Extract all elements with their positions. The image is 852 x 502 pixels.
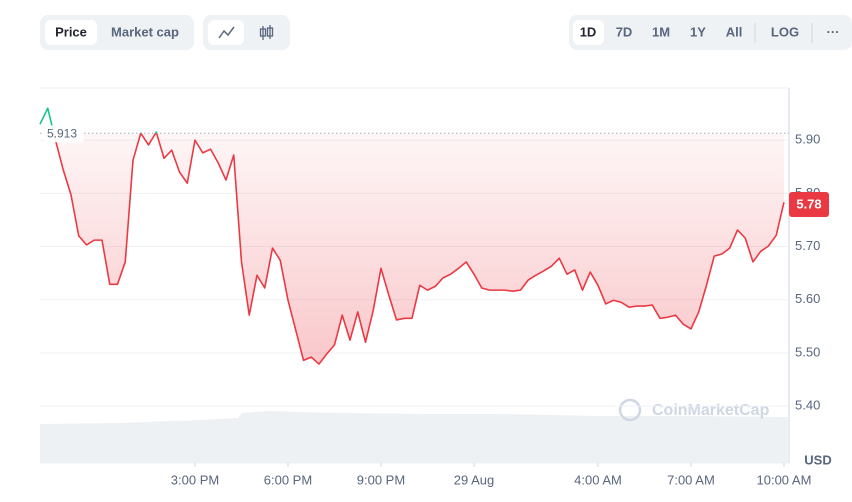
range-1d[interactable]: 1D [580, 24, 597, 39]
x-tick-label: 7:00 AM [667, 472, 715, 487]
price-line [52, 133, 785, 365]
currency-label: USD [804, 452, 831, 467]
watermark-logo [618, 398, 642, 422]
range-1y[interactable]: 1Y [690, 24, 706, 39]
tab-selected[interactable] [45, 20, 97, 45]
y-tick-label: 5.60 [795, 291, 820, 306]
watermark: CoinMarketCap [652, 402, 770, 419]
range-1m[interactable]: 1M [652, 24, 670, 39]
x-tick-label: 29 Aug [454, 472, 495, 487]
y-tick-label: 5.90 [795, 132, 820, 147]
range-group [569, 15, 852, 50]
log-toggle[interactable]: LOG [771, 24, 799, 39]
more-button[interactable]: ··· [827, 24, 840, 39]
tab-price[interactable]: Price [55, 24, 87, 39]
reference-label-bg [44, 125, 84, 143]
current-price-label: 5.78 [796, 196, 821, 211]
y-tick-label: 5.40 [795, 398, 820, 413]
reference-label: 5.913 [47, 126, 77, 140]
range-all[interactable]: All [726, 24, 743, 39]
range-7d[interactable]: 7D [616, 24, 633, 39]
area-fill [40, 133, 784, 365]
x-tick-label: 6:00 PM [264, 472, 312, 487]
tab-market-cap[interactable]: Market cap [111, 24, 179, 39]
range-selected[interactable] [573, 20, 604, 45]
line-icon [218, 26, 235, 39]
x-tick-label: 9:00 PM [357, 472, 405, 487]
volume-area [40, 411, 789, 463]
current-price-badge [789, 191, 829, 217]
y-tick-label: 5.50 [795, 344, 820, 359]
y-tick-label: 5.70 [795, 238, 820, 253]
x-tick-label: 3:00 PM [171, 472, 219, 487]
candle-icon[interactable] [259, 25, 274, 40]
x-tick-label: 10:00 AM [757, 472, 812, 487]
x-tick-label: 4:00 AM [574, 472, 622, 487]
